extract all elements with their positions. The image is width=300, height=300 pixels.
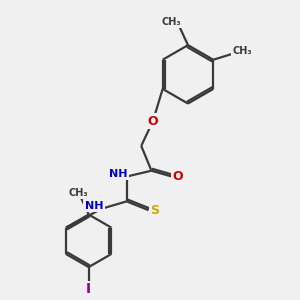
Text: CH₃: CH₃ xyxy=(233,46,252,56)
Text: CH₃: CH₃ xyxy=(161,17,181,27)
Text: CH₃: CH₃ xyxy=(69,188,88,198)
Text: NH: NH xyxy=(85,201,103,211)
Text: S: S xyxy=(150,204,159,217)
Text: O: O xyxy=(172,170,183,183)
Text: O: O xyxy=(148,115,158,128)
Text: I: I xyxy=(86,282,91,296)
Text: NH: NH xyxy=(110,169,128,178)
